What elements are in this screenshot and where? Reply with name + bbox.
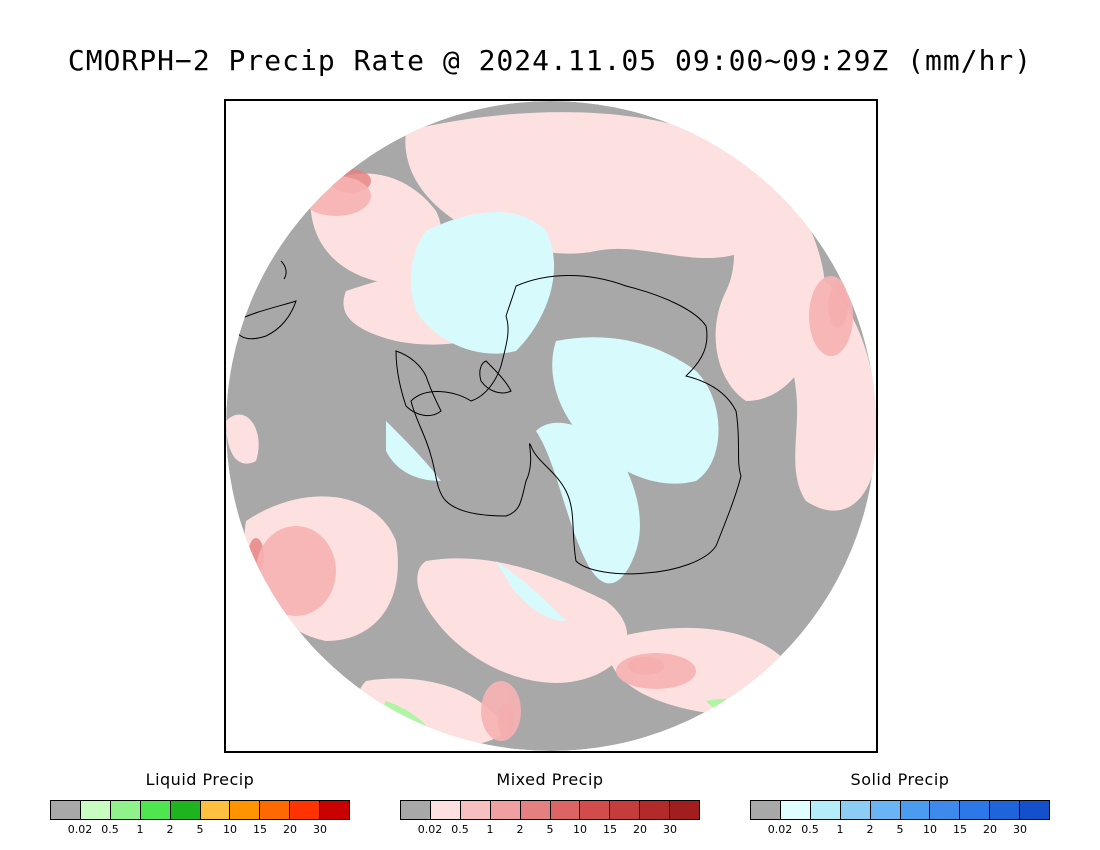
legend-swatch bbox=[200, 801, 231, 819]
legend-swatch bbox=[751, 801, 781, 819]
legend-swatch bbox=[51, 801, 81, 819]
legend-tick-label: 0.02 bbox=[417, 823, 443, 836]
legend-swatches bbox=[400, 800, 700, 820]
legend-swatch bbox=[110, 801, 141, 819]
polar-precip-map bbox=[226, 101, 876, 751]
legend-tick-label: 10 bbox=[923, 823, 937, 836]
legend-mixed: Mixed Precip 0.02 0.5 1 2 5 10 15 20 30 bbox=[400, 770, 700, 839]
legend-tick-label: 30 bbox=[313, 823, 327, 836]
legend-tick-label: 0.5 bbox=[801, 823, 819, 836]
legend-swatch bbox=[810, 801, 841, 819]
legend-tick-label: 0.5 bbox=[451, 823, 469, 836]
map-title: CMORPH−2 Precip Rate @ 2024.11.05 09:00~… bbox=[67, 44, 1033, 77]
legend-tick-label: 0.02 bbox=[67, 823, 93, 836]
legend-solid: Solid Precip 0.02 0.5 1 2 5 10 15 20 30 bbox=[750, 770, 1050, 839]
solid-precip-regions bbox=[386, 212, 719, 621]
legend-swatch bbox=[460, 801, 491, 819]
legend-tick-label: 1 bbox=[486, 823, 494, 836]
legend-ticks: 0.02 0.5 1 2 5 10 15 20 30 bbox=[50, 823, 350, 839]
legend-tick-label: 20 bbox=[283, 823, 297, 836]
legend-swatch bbox=[870, 801, 901, 819]
legend-swatch bbox=[930, 801, 961, 819]
legend-swatch bbox=[140, 801, 171, 819]
legend-swatch bbox=[290, 801, 321, 819]
legend-swatches bbox=[750, 800, 1050, 820]
legend-swatch bbox=[550, 801, 581, 819]
legend-tick-label: 20 bbox=[983, 823, 997, 836]
legend-swatch bbox=[670, 801, 700, 819]
legend-swatch bbox=[260, 801, 291, 819]
legend-swatch bbox=[840, 801, 871, 819]
legend-tick-label: 15 bbox=[603, 823, 617, 836]
legend-tick-label: 0.5 bbox=[101, 823, 119, 836]
legend-tick-label: 30 bbox=[663, 823, 677, 836]
legend-tick-label: 15 bbox=[253, 823, 267, 836]
legend-tick-label: 15 bbox=[953, 823, 967, 836]
legend-swatch bbox=[230, 801, 261, 819]
legend-swatch bbox=[170, 801, 201, 819]
legend-ticks: 0.02 0.5 1 2 5 10 15 20 30 bbox=[750, 823, 1050, 839]
legend-swatch bbox=[960, 801, 991, 819]
legend-swatch bbox=[780, 801, 811, 819]
legend-swatch bbox=[430, 801, 461, 819]
legend-tick-label: 30 bbox=[1013, 823, 1027, 836]
legend-tick-label: 10 bbox=[223, 823, 237, 836]
legend-tick-label: 5 bbox=[546, 823, 554, 836]
legend-title: Solid Precip bbox=[850, 770, 950, 789]
legend-tick-label: 1 bbox=[136, 823, 144, 836]
legend-swatch bbox=[320, 801, 350, 819]
legend-swatch bbox=[610, 801, 641, 819]
legend-tick-label: 5 bbox=[196, 823, 204, 836]
legend-tick-label: 2 bbox=[516, 823, 524, 836]
legend-tick-label: 2 bbox=[166, 823, 174, 836]
legend-swatch bbox=[990, 801, 1021, 819]
legend-swatch bbox=[900, 801, 931, 819]
legend-title: Liquid Precip bbox=[145, 770, 255, 789]
legend-tick-label: 2 bbox=[866, 823, 874, 836]
legend-tick-label: 20 bbox=[633, 823, 647, 836]
legend-tick-label: 5 bbox=[896, 823, 904, 836]
legend-liquid: Liquid Precip 0.02 0.5 1 2 5 10 15 20 30 bbox=[50, 770, 350, 839]
legend-tick-label: 1 bbox=[836, 823, 844, 836]
legend-swatches bbox=[50, 800, 350, 820]
legend-swatch bbox=[80, 801, 111, 819]
legend-swatch bbox=[401, 801, 431, 819]
legend-ticks: 0.02 0.5 1 2 5 10 15 20 30 bbox=[400, 823, 700, 839]
legend-swatch bbox=[640, 801, 671, 819]
polar-map-frame bbox=[224, 99, 878, 753]
legend-swatch bbox=[580, 801, 611, 819]
legend-tick-label: 0.02 bbox=[767, 823, 793, 836]
antarctica-coastline bbox=[395, 275, 742, 575]
mixed-precip-moderate bbox=[256, 176, 853, 741]
legend-swatch bbox=[520, 801, 551, 819]
south-america-tip bbox=[235, 260, 297, 340]
legend-tick-label: 10 bbox=[573, 823, 587, 836]
legend-swatch bbox=[490, 801, 521, 819]
legend-swatch bbox=[1020, 801, 1050, 819]
legend-title: Mixed Precip bbox=[496, 770, 604, 789]
